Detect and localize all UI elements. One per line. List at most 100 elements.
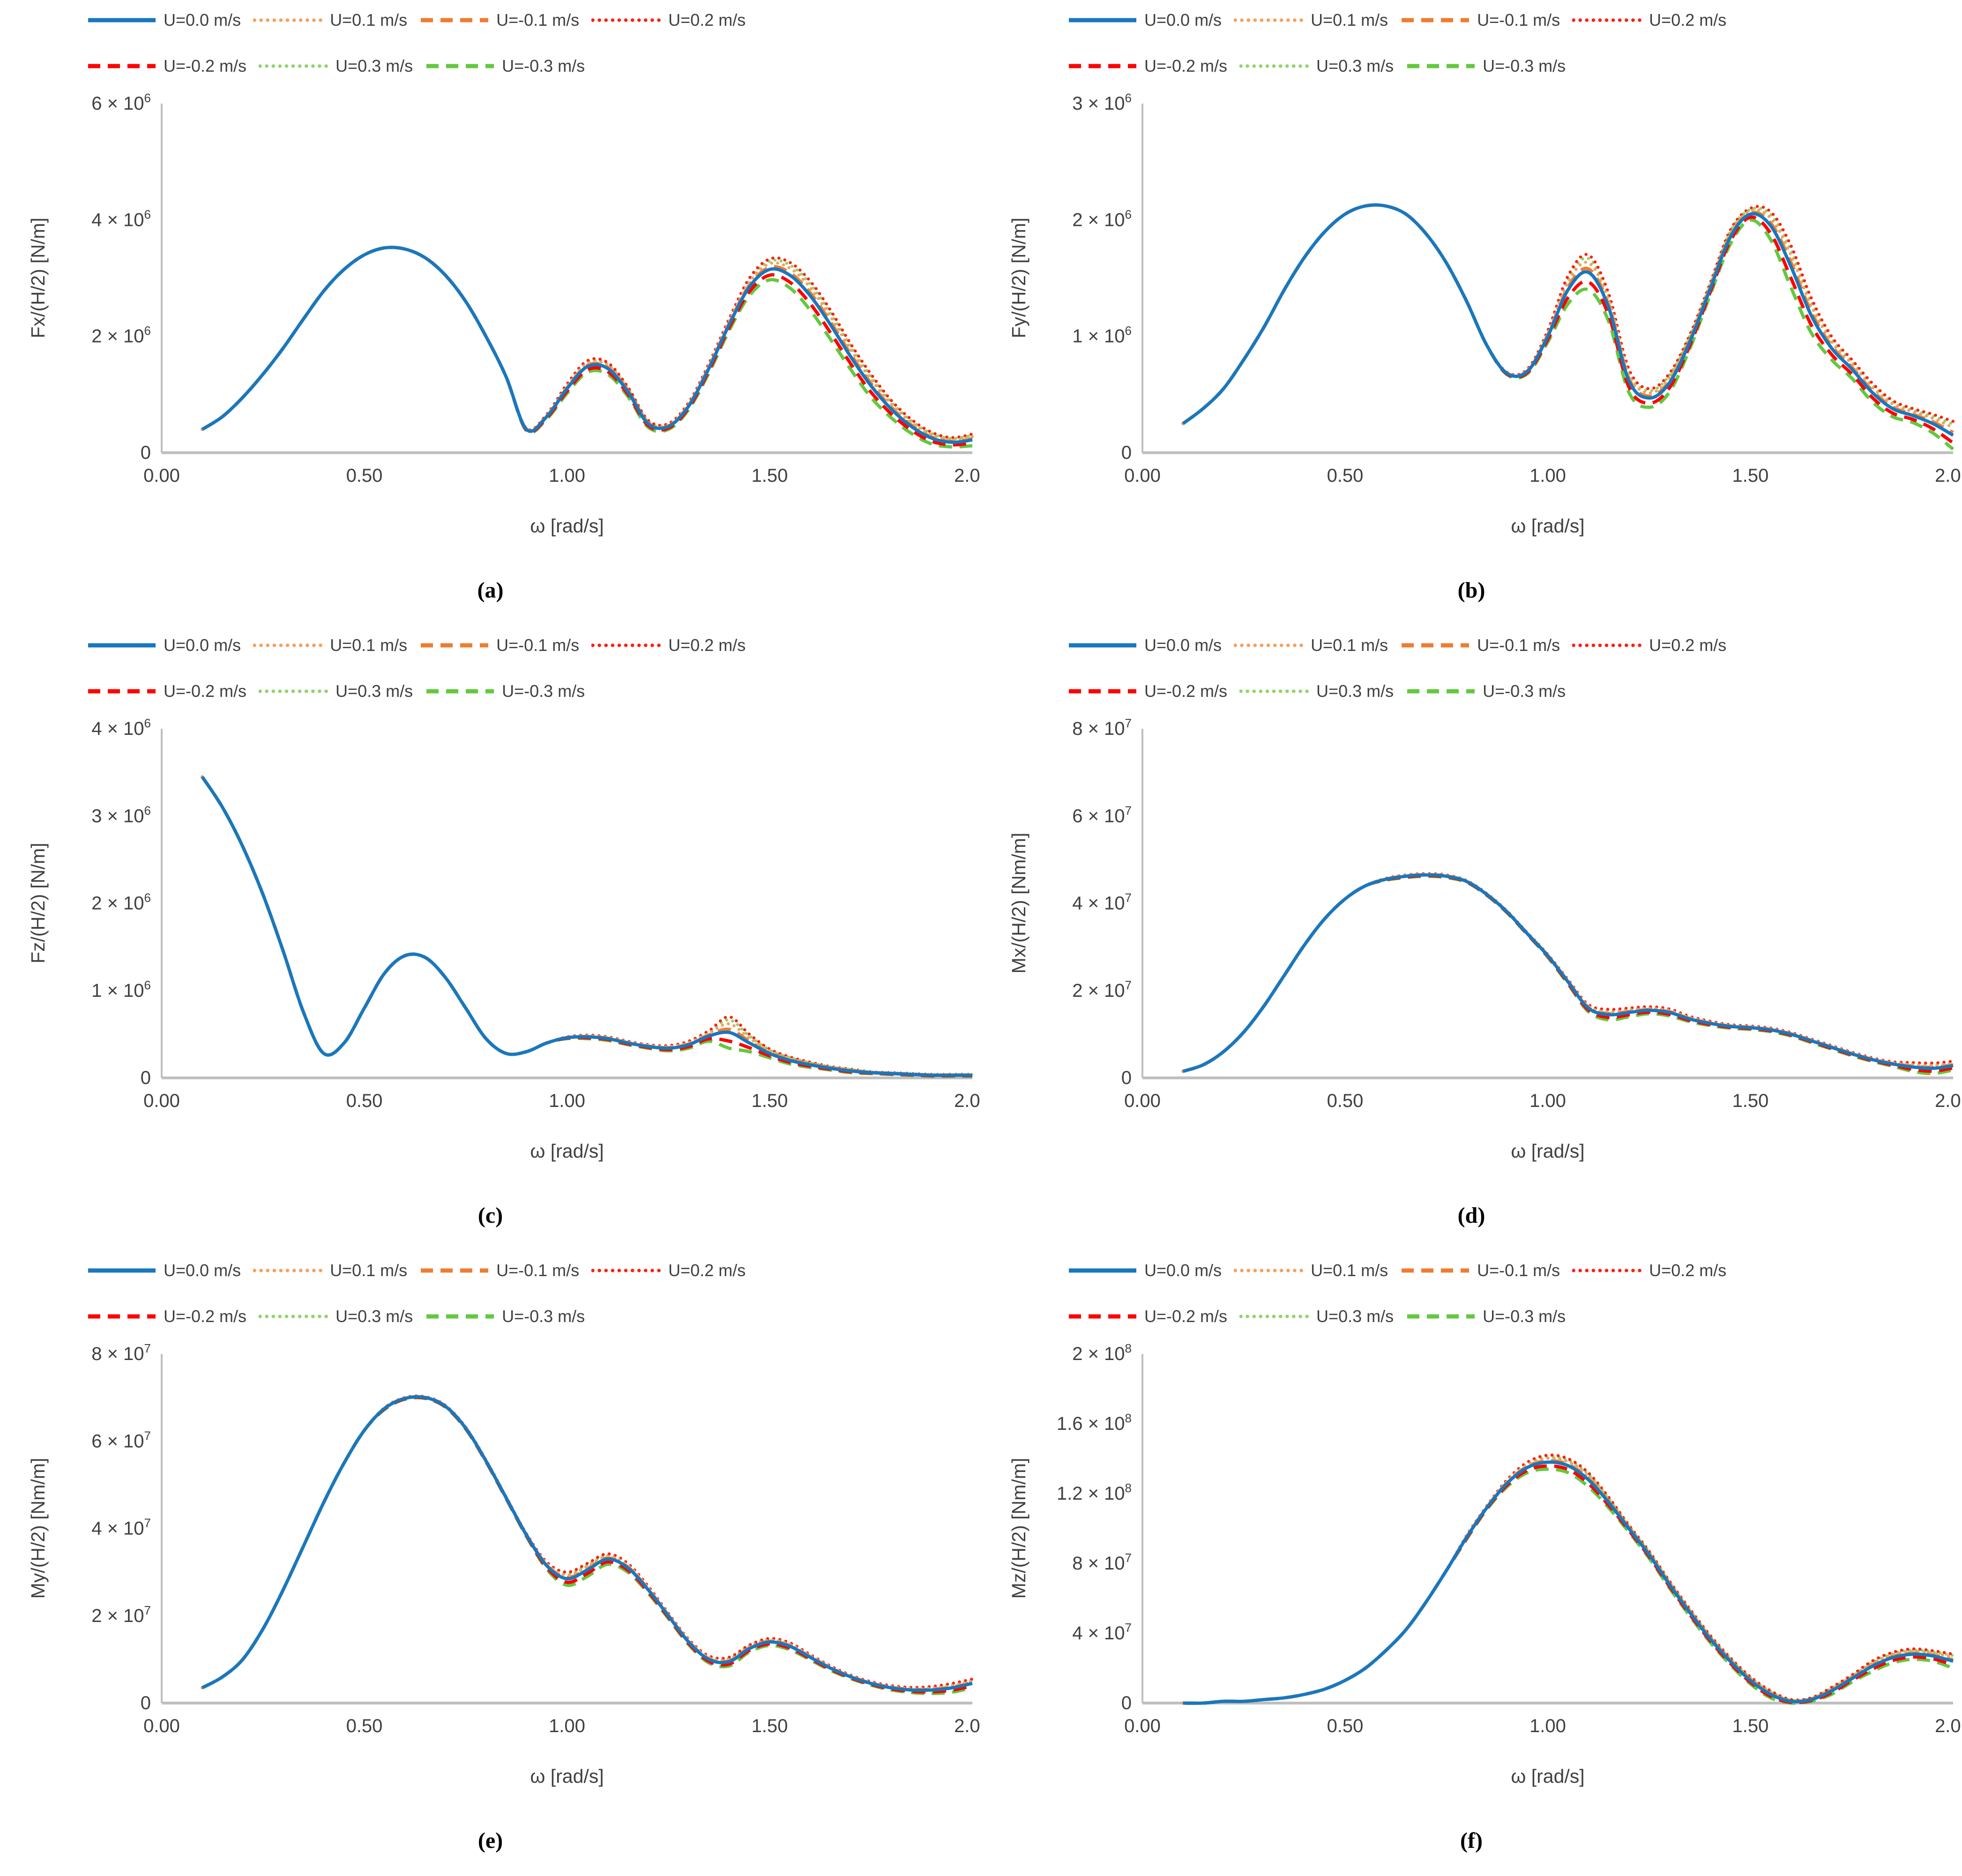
legend-item: U=0.2 m/s [591,635,746,656]
series-line-U-0.1ms [201,1395,973,1691]
legend-line-swatch [259,1315,329,1318]
series-line-U-0.3ms [201,246,973,449]
legend-item: U=-0.2 m/s [87,55,246,77]
legend-item: U=0.1 m/s [253,1260,407,1281]
legend-item: U=0.3 m/s [1239,680,1394,702]
y-tick-label: 1.6 × 108 [1057,1411,1132,1434]
legend-item: U=0.0 m/s [1067,1260,1222,1281]
legend-item: U=0.3 m/s [1239,55,1394,77]
legend-label: U=0.3 m/s [336,56,413,75]
y-tick-label: 4 × 106 [91,716,151,739]
x-tick-label: 0.50 [1327,1091,1364,1111]
panel-a: U=0.0 m/s U=0.1 m/s U=-0.1 m/s U=0.2 m/s U=-… [0,0,981,625]
legend-item: U=0.2 m/s [1572,9,1726,31]
panel-d: U=0.0 m/s U=0.1 m/s U=-0.1 m/s U=0.2 m/s U=-… [981,625,1962,1250]
legend-label: U=0.1 m/s [1311,10,1388,30]
chart-f: Mz/(H/2) [Nm/m] ω [rad/s] 0 4 × 107 8 × 10… [1008,1341,1962,1787]
x-tick-label: 1.50 [752,1716,788,1736]
legend-label: U=0.3 m/s [336,681,413,701]
legend-item: U=-0.1 m/s [419,1260,579,1281]
legend-a: U=0.0 m/s U=0.1 m/s U=-0.1 m/s U=0.2 m/s U=-… [87,9,836,77]
panel-caption-d: (d) [1457,1203,1485,1228]
chart-a: Fx/(H/2) [N/m] ω [rad/s] 0 2 × 106 4 × 106… [27,91,981,537]
legend-label: U=-0.1 m/s [496,1261,580,1280]
y-axis-title: Fy/(H/2) [N/m] [1008,217,1029,338]
legend-label: U=0.2 m/s [668,635,746,655]
legend-line-swatch [259,64,329,68]
panel-caption-b: (b) [1457,578,1485,603]
legend-item: U=0.0 m/s [87,1260,241,1281]
legend-item: U=0.0 m/s [87,635,241,656]
legend-line-swatch [1402,1268,1470,1273]
legend-b: U=0.0 m/s U=0.1 m/s U=-0.1 m/s U=0.2 m/s U=-… [1067,9,1817,77]
y-tick-label: 0 [141,1693,151,1713]
legend-line-swatch [1402,18,1470,22]
series-line-U0.2ms [201,775,974,1076]
y-tick-label: 0 [1121,1693,1132,1713]
y-tick-label: 2 × 108 [1072,1341,1132,1364]
legend-label: U=-0.3 m/s [502,1307,585,1326]
series-line-U0.2ms [1181,1453,1955,1705]
legend-item: U=0.3 m/s [259,55,413,77]
legend-item: U=-0.2 m/s [87,680,246,702]
x-tick-label: 0.00 [143,1091,180,1111]
x-tick-label: 0.00 [143,1716,180,1736]
chart-e: My/(H/2) [Nm/m] ω [rad/s] 0 2 × 107 4 × 10… [27,1341,981,1787]
legend-line-swatch [88,64,156,68]
legend-label: U=-0.2 m/s [164,681,247,701]
legend-line-swatch [1069,1314,1136,1319]
x-tick-label: 2.00 [1935,1091,1962,1111]
legend-item: U=-0.3 m/s [1406,1306,1566,1327]
series-line-U-0.1ms [1182,203,1954,434]
legend-item: U=-0.1 m/s [419,9,579,31]
legend-item: U=0.1 m/s [1234,1260,1388,1281]
legend-label: U=-0.2 m/s [1144,56,1228,75]
legend-line-swatch [421,1268,489,1273]
legend-item: U=0.1 m/s [1234,9,1388,31]
legend-item: U=-0.3 m/s [1406,680,1566,702]
x-axis-title: ω [rad/s] [1511,1140,1584,1162]
chart-d: Mx/(H/2) [Nm/m] ω [rad/s] 0 2 × 107 4 × 10… [1008,716,1962,1162]
legend-label: U=-0.3 m/s [1483,56,1566,75]
series-line-U-0.3ms [1183,1467,1954,1705]
series-line-U-0.2ms [201,246,973,447]
legend-line-swatch [253,18,324,22]
legend-line-swatch [591,1269,662,1272]
x-tick-label: 1.50 [1732,1091,1769,1111]
y-tick-label: 4 × 107 [1072,1621,1132,1644]
y-tick-label: 2 × 106 [91,324,151,347]
legend-f: U=0.0 m/s U=0.1 m/s U=-0.1 m/s U=0.2 m/s U=-… [1067,1260,1817,1327]
x-tick-label: 1.50 [1732,465,1769,486]
legend-line-swatch [591,643,662,647]
x-tick-label: 1.00 [549,465,585,486]
series-line-U0.1ms [201,775,974,1076]
series-line-U-0.2ms [201,776,972,1078]
y-tick-label: 2 × 107 [1072,978,1132,1001]
legend-line-swatch [1234,643,1305,647]
legend-line-swatch [1239,64,1310,68]
y-tick-label: 1 × 106 [91,978,151,1001]
x-tick-label: 1.50 [1732,1716,1769,1736]
x-tick-label: 1.00 [1529,1091,1566,1111]
legend-line-swatch [1402,643,1470,648]
legend-label: U=0.0 m/s [1144,1261,1222,1280]
panel-b: U=0.0 m/s U=0.1 m/s U=-0.1 m/s U=0.2 m/s U=-… [981,0,1962,625]
legend-c: U=0.0 m/s U=0.1 m/s U=-0.1 m/s U=0.2 m/s U=-… [87,635,836,702]
legend-line-swatch [1234,18,1305,22]
legend-line-swatch [253,643,324,647]
series-line-U-0.2ms [1182,874,1954,1073]
legend-label: U=-0.1 m/s [1477,1261,1560,1280]
legend-label: U=0.1 m/s [1311,1261,1388,1280]
y-tick-label: 2 × 106 [91,891,151,914]
y-tick-label: 1 × 106 [1072,324,1132,347]
y-tick-label: 0 [141,442,151,463]
legend-line-swatch [421,643,489,648]
legend-line-swatch [1069,18,1136,22]
legend-item: U=-0.2 m/s [87,1306,246,1327]
series-line-U0.3ms [201,1394,974,1689]
x-tick-label: 0.50 [346,1091,383,1111]
x-tick-label: 2.00 [954,1091,981,1111]
legend-label: U=0.3 m/s [336,1307,413,1326]
legend-item: U=-0.2 m/s [1067,1306,1227,1327]
series-line-U0.0ms [1183,1460,1954,1705]
